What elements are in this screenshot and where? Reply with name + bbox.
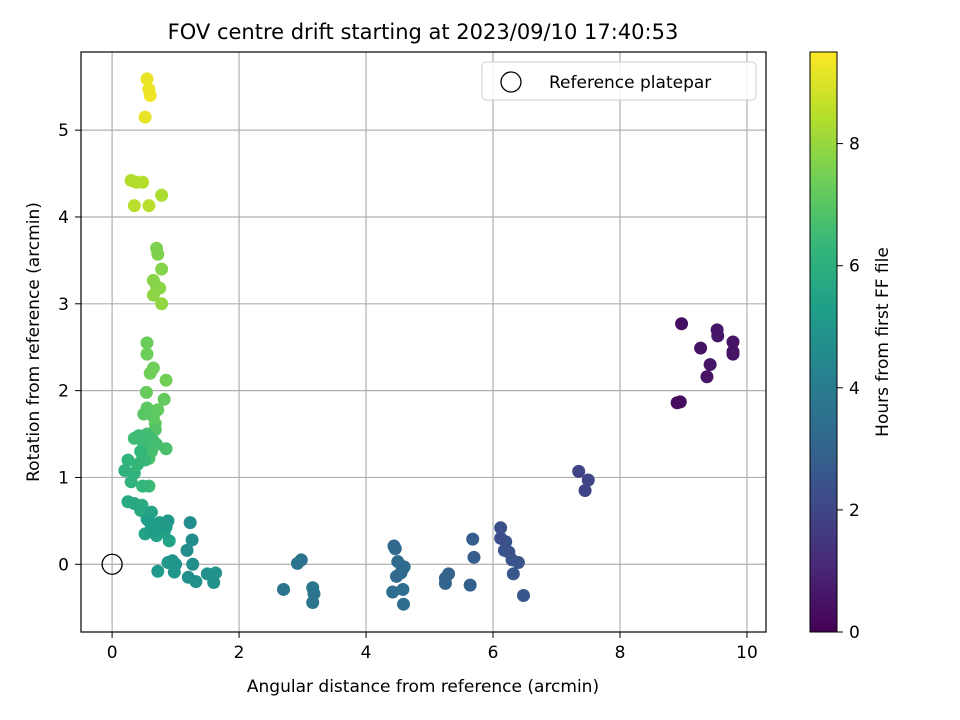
data-point	[670, 396, 684, 410]
data-point	[137, 407, 151, 421]
y-tick-label: 1	[58, 468, 69, 488]
data-point	[675, 317, 689, 331]
data-point	[142, 199, 156, 213]
data-point	[277, 582, 291, 596]
colorbar-ticks: 0 2 4 6 8	[837, 135, 860, 643]
x-tick-label: 2	[234, 643, 245, 663]
reference-platepar-marker	[101, 553, 123, 575]
legend-box	[481, 61, 757, 101]
data-point	[703, 358, 717, 372]
data-point	[390, 569, 404, 583]
colorbar	[810, 52, 837, 632]
data-point	[307, 587, 321, 601]
data-point	[388, 542, 402, 556]
y-tick-label: 5	[58, 121, 69, 141]
data-point	[146, 273, 160, 287]
data-point	[157, 392, 171, 406]
data-point	[139, 385, 153, 399]
data-point	[146, 361, 160, 375]
data-point	[438, 571, 452, 585]
data-point	[138, 110, 152, 124]
data-point	[129, 175, 143, 189]
chart-title: FOV centre drift starting at 2023/09/10 …	[168, 20, 679, 44]
data-point	[142, 82, 156, 96]
data-point	[140, 347, 154, 361]
data-point	[132, 429, 146, 443]
data-point	[180, 543, 194, 557]
data-point	[467, 550, 481, 564]
colorbar-tick-label: 0	[849, 623, 860, 643]
colorbar-label: Hours from first FF file	[873, 247, 893, 437]
data-point	[463, 578, 477, 592]
colorbar-tick-label: 2	[849, 501, 860, 521]
data-points	[118, 72, 740, 611]
data-point	[516, 589, 530, 603]
data-point	[159, 373, 173, 387]
data-point	[386, 585, 400, 599]
data-point	[506, 567, 520, 581]
y-axis-ticks: 0 1 2 3 4 5	[58, 121, 81, 575]
data-point	[161, 514, 175, 528]
x-tick-label: 0	[107, 643, 118, 663]
data-point	[118, 464, 132, 478]
data-point	[572, 464, 586, 478]
reference-marker	[101, 553, 123, 575]
data-point	[711, 329, 725, 343]
data-point	[200, 567, 214, 581]
x-tick-label: 8	[615, 643, 626, 663]
data-point	[151, 564, 165, 578]
data-point	[140, 336, 154, 350]
data-point	[726, 335, 740, 349]
data-point	[127, 199, 141, 213]
y-tick-label: 4	[58, 208, 69, 228]
data-point	[124, 475, 138, 489]
data-point	[121, 453, 135, 467]
colorbar-tick-label: 6	[849, 257, 860, 277]
data-point	[136, 479, 150, 493]
legend-label: Reference platepar	[549, 73, 711, 93]
data-point	[396, 582, 410, 596]
legend: Reference platepar	[481, 61, 757, 101]
data-point	[155, 188, 169, 202]
data-point	[694, 341, 708, 355]
y-tick-label: 3	[58, 295, 69, 315]
colorbar-tick-label: 4	[849, 379, 860, 399]
x-tick-label: 4	[361, 643, 372, 663]
data-point	[494, 521, 508, 535]
data-point	[169, 557, 183, 571]
y-axis-label: Rotation from reference (arcmin)	[24, 202, 44, 482]
data-point	[155, 262, 169, 276]
data-point	[150, 241, 164, 255]
data-point	[391, 555, 405, 569]
data-point	[466, 532, 480, 546]
y-tick-label: 2	[58, 382, 69, 402]
data-point	[185, 533, 199, 547]
data-point	[121, 495, 135, 509]
y-tick-label: 0	[58, 555, 69, 575]
x-axis-ticks: 0 2 4 6 8 10	[107, 632, 758, 663]
data-point	[397, 597, 411, 611]
data-point	[581, 473, 595, 487]
data-point	[134, 444, 148, 458]
data-point	[181, 570, 195, 584]
data-point	[578, 483, 592, 497]
data-point	[726, 347, 740, 361]
plot-frame	[80, 51, 767, 633]
data-point	[140, 72, 154, 86]
data-point	[183, 516, 197, 530]
colorbar-tick-label: 8	[849, 135, 860, 155]
x-axis-label: Angular distance from reference (arcmin)	[247, 677, 599, 697]
data-point	[186, 557, 200, 571]
data-point	[155, 297, 169, 311]
data-point	[494, 531, 508, 545]
data-point	[502, 545, 516, 559]
x-tick-label: 6	[488, 643, 499, 663]
x-tick-label: 10	[736, 643, 758, 663]
legend-reference-marker	[500, 71, 522, 93]
data-point	[290, 556, 304, 570]
colorbar-frame	[809, 51, 838, 633]
data-point	[700, 370, 714, 384]
